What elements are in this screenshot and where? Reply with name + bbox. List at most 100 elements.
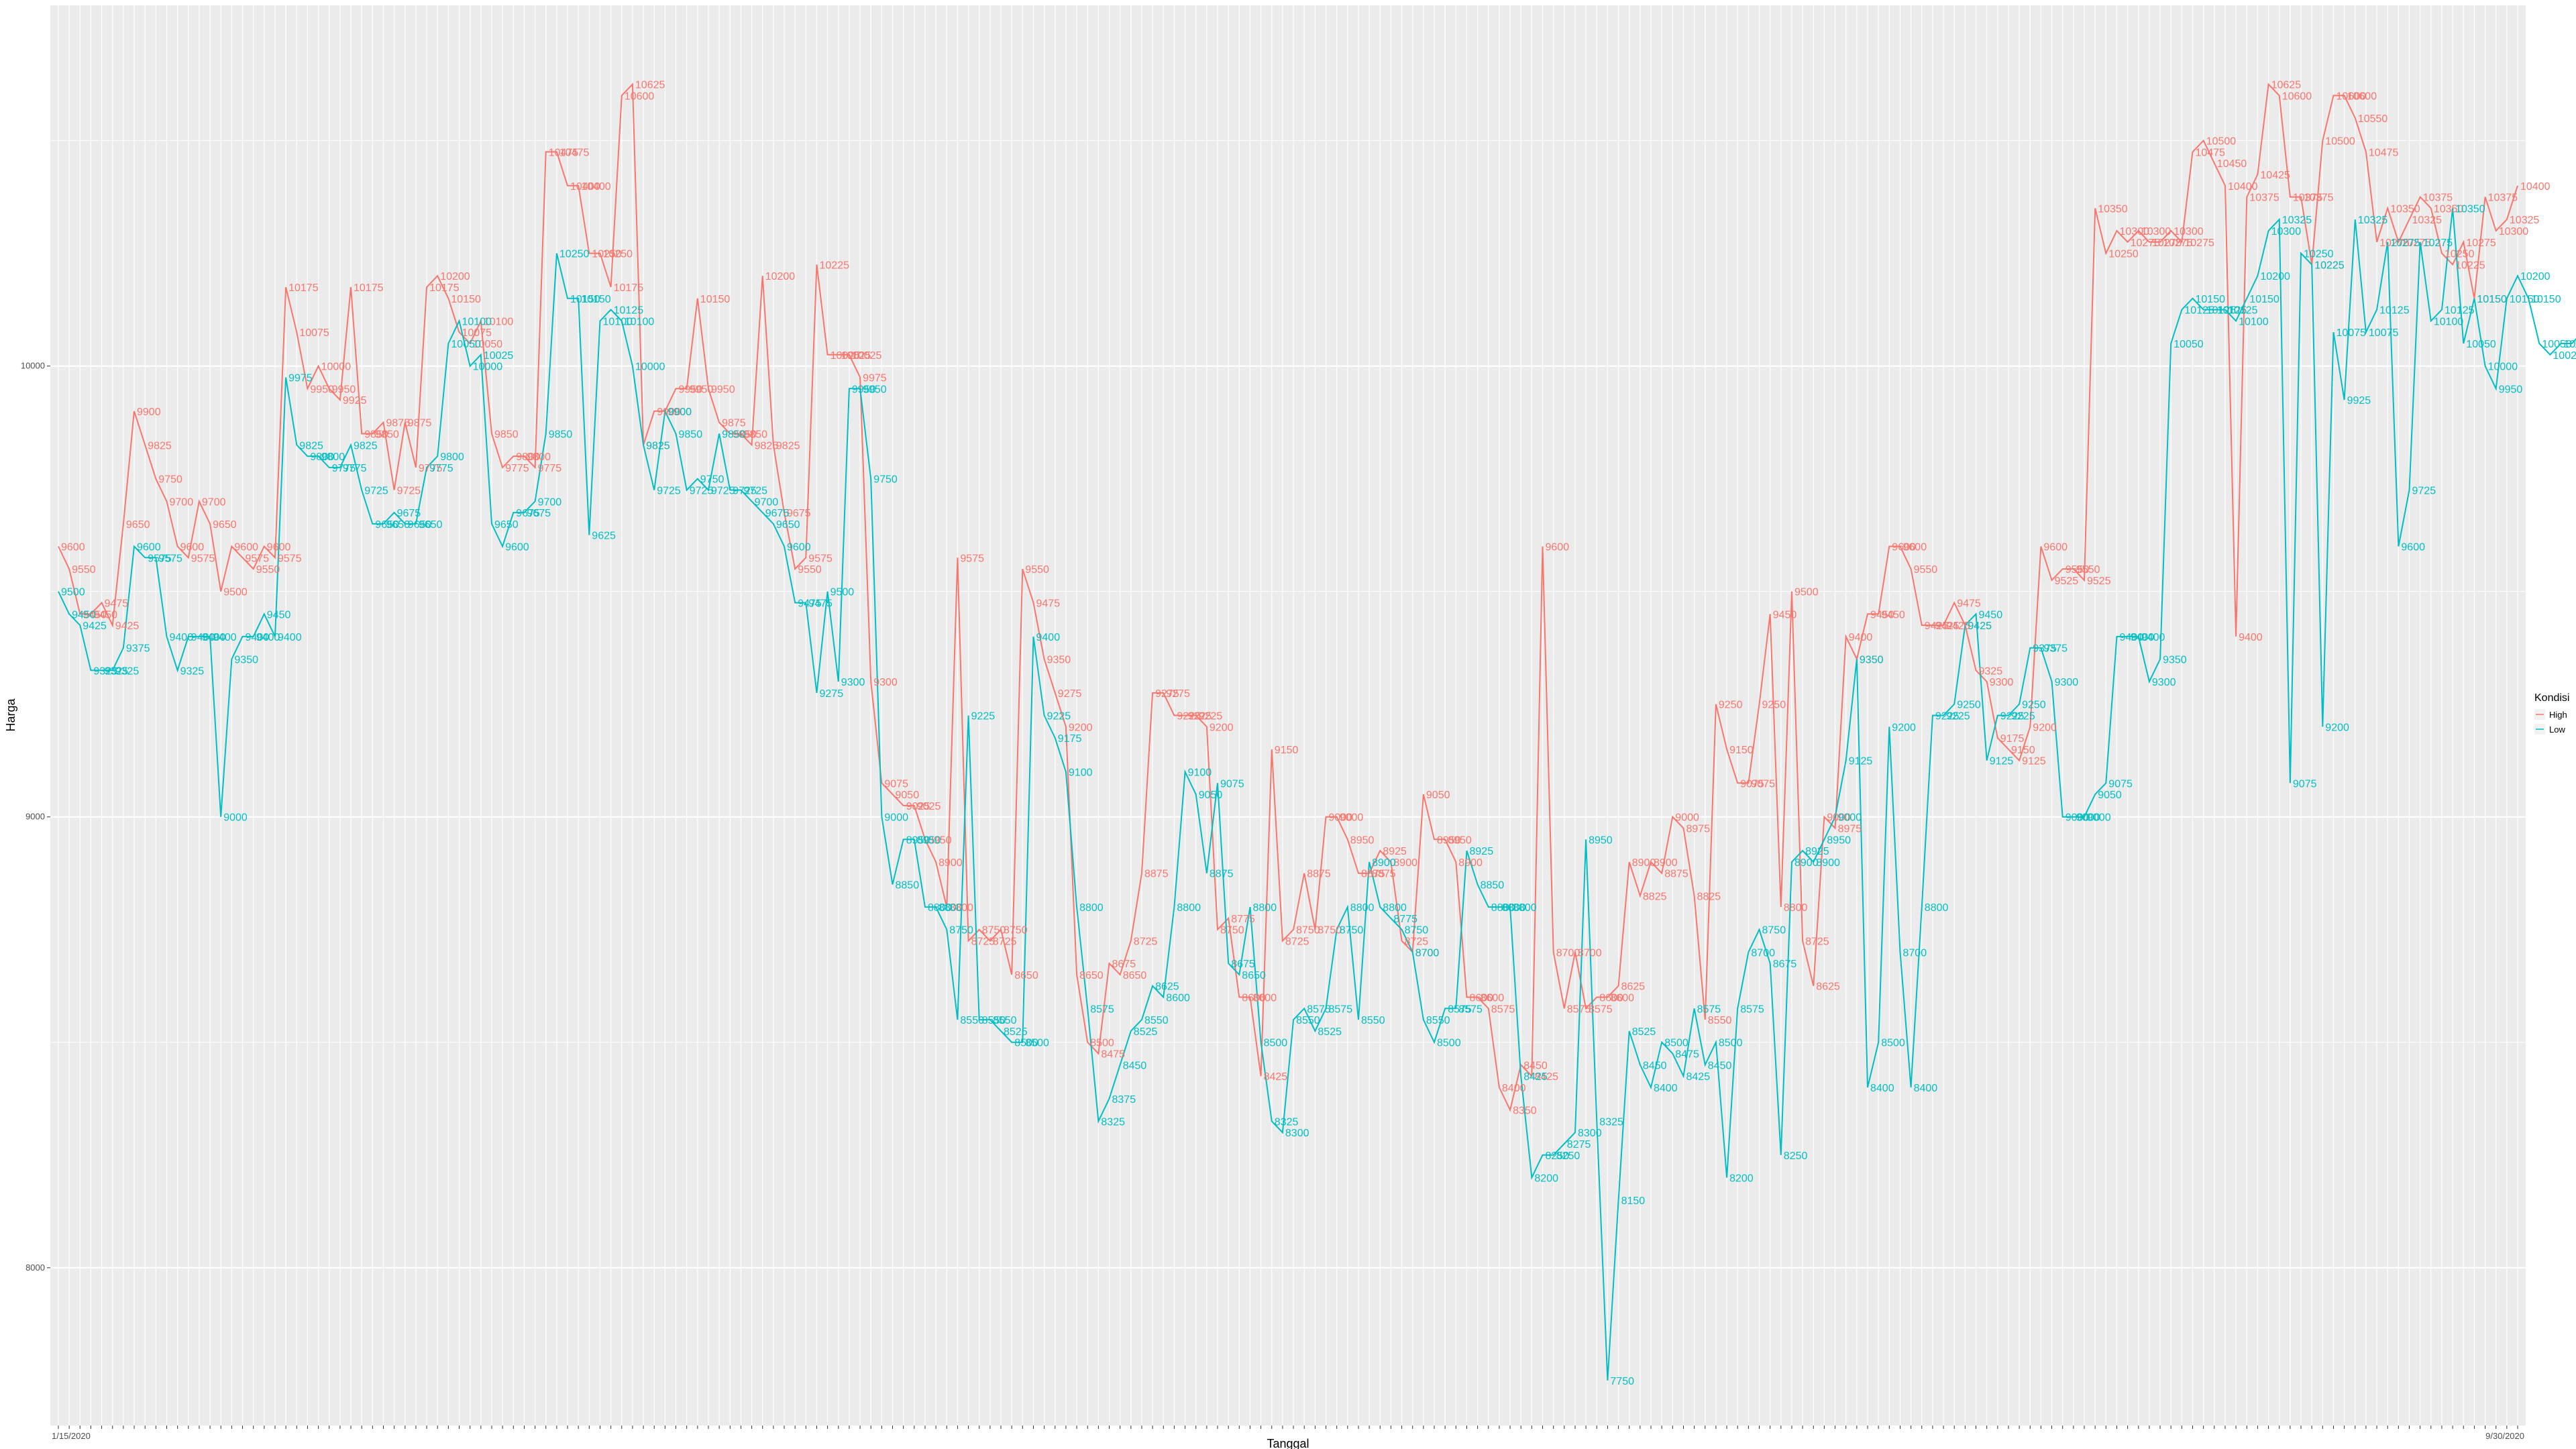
data-label: 9825: [646, 440, 670, 451]
data-label: 8925: [1805, 846, 1829, 857]
data-label: 8600: [1242, 993, 1266, 1004]
data-label: 10500: [2206, 136, 2237, 148]
data-label: 9875: [722, 418, 746, 429]
data-label: 10250: [2108, 249, 2139, 260]
data-label: 10225: [820, 260, 850, 271]
data-label: 8400: [1502, 1083, 1526, 1094]
data-label: 9725: [733, 486, 757, 497]
data-label: 10300: [2120, 226, 2150, 237]
data-label: 9575: [191, 553, 215, 564]
data-label: 9450: [267, 609, 291, 621]
data-label: 9275: [820, 688, 844, 700]
data-label: 8575: [1307, 1004, 1331, 1015]
data-label: 10475: [2369, 147, 2399, 158]
data-label: 9550: [72, 564, 96, 576]
data-label: 9000: [2065, 812, 2090, 824]
data-label: 10600: [2337, 91, 2367, 102]
data-label: 7750: [1610, 1376, 1634, 1387]
data-label: 10150: [2196, 294, 2226, 305]
data-label: 9850: [494, 429, 519, 441]
data-label: 10250: [603, 249, 633, 260]
data-label: 8575: [1448, 1004, 1472, 1015]
data-label: 10275: [2184, 237, 2214, 249]
data-label: 8800: [1383, 902, 1407, 914]
data-label: 9075: [884, 778, 908, 790]
data-label: 8300: [1285, 1128, 1309, 1139]
data-label: 10200: [440, 271, 470, 282]
data-label: 8950: [1350, 835, 1375, 846]
data-label: 9600: [505, 542, 529, 553]
x-axis-ticks: 1/15/2020 9/30/2020: [52, 1426, 2524, 1441]
data-label: 9900: [657, 407, 681, 418]
data-label: 9500: [1794, 587, 1819, 598]
data-label: 8675: [1773, 959, 1797, 970]
data-label: 9000: [1827, 812, 1851, 824]
data-label: 9775: [538, 463, 562, 474]
data-label: 9800: [310, 451, 334, 463]
data-label: 10275: [2131, 237, 2161, 249]
data-label: 10100: [462, 316, 492, 327]
data-label: 9425: [83, 621, 107, 632]
data-label: 8800: [1350, 902, 1375, 914]
data-label: 9650: [408, 519, 432, 531]
data-label: 9725: [2412, 486, 2436, 497]
data-label: 10325: [2282, 215, 2312, 226]
data-label: 9350: [234, 655, 258, 666]
y-axis-title: Harga: [4, 698, 17, 732]
data-label: 10375: [2249, 193, 2279, 204]
data-label: 9775: [429, 463, 453, 474]
data-label: 8525: [1004, 1026, 1028, 1038]
data-label: 9750: [700, 474, 724, 486]
data-label: 9550: [1914, 564, 1938, 576]
series-line-high: [58, 83, 2518, 1112]
data-label: 9850: [722, 429, 746, 441]
data-label: 9250: [1719, 700, 1743, 711]
data-label: 8675: [1112, 959, 1136, 970]
data-label: 9225: [2011, 711, 2035, 722]
data-label: 10125: [2184, 305, 2214, 317]
data-label: 8750: [982, 925, 1006, 936]
data-label: 9000: [2087, 812, 2111, 824]
data-label: 10400: [581, 181, 611, 193]
data-label: 10275: [2152, 237, 2182, 249]
data-label: 9500: [61, 587, 85, 598]
data-label: 8500: [1264, 1038, 1288, 1049]
data-label: 8600: [1610, 993, 1634, 1004]
data-label: 9775: [332, 463, 356, 474]
data-label: 9825: [776, 440, 800, 451]
data-label: 9500: [223, 587, 248, 598]
data-label: 9075: [1220, 778, 1244, 790]
legend-item-low: Low: [2534, 724, 2565, 735]
data-label: 9850: [733, 429, 757, 441]
legend-item-high: High: [2534, 709, 2567, 720]
data-label: 8200: [1729, 1173, 1754, 1184]
data-label: 10150: [2531, 294, 2561, 305]
data-label: 9675: [787, 508, 811, 519]
data-label: 9600: [2401, 542, 2425, 553]
data-label: 8725: [993, 936, 1017, 948]
data-label: 8500: [1881, 1038, 1905, 1049]
data-label: 9575: [148, 553, 172, 564]
data-label: 9425: [1968, 621, 1992, 632]
data-label: 9375: [126, 643, 150, 655]
data-label: 8800: [1502, 902, 1526, 914]
data-label: 9350: [1047, 655, 1071, 666]
data-label: 9650: [213, 519, 237, 531]
data-label: 9150: [1729, 745, 1754, 756]
data-label: 8725: [971, 936, 996, 948]
data-label: 9500: [830, 587, 855, 598]
data-label: 9600: [1892, 542, 1916, 553]
data-label: 9550: [2076, 564, 2100, 576]
data-label: 9400: [2131, 632, 2155, 643]
data-label: 10150: [581, 294, 611, 305]
data-label: 10300: [2499, 226, 2529, 237]
data-label: 9725: [364, 486, 388, 497]
data-label: 10400: [2228, 181, 2258, 193]
data-label: 9225: [971, 711, 996, 722]
data-label: 9600: [234, 542, 258, 553]
data-label: 9475: [798, 598, 822, 610]
data-label: 10250: [2304, 249, 2334, 260]
data-label: 10400: [570, 181, 600, 193]
data-label: 8800: [1253, 902, 1277, 914]
